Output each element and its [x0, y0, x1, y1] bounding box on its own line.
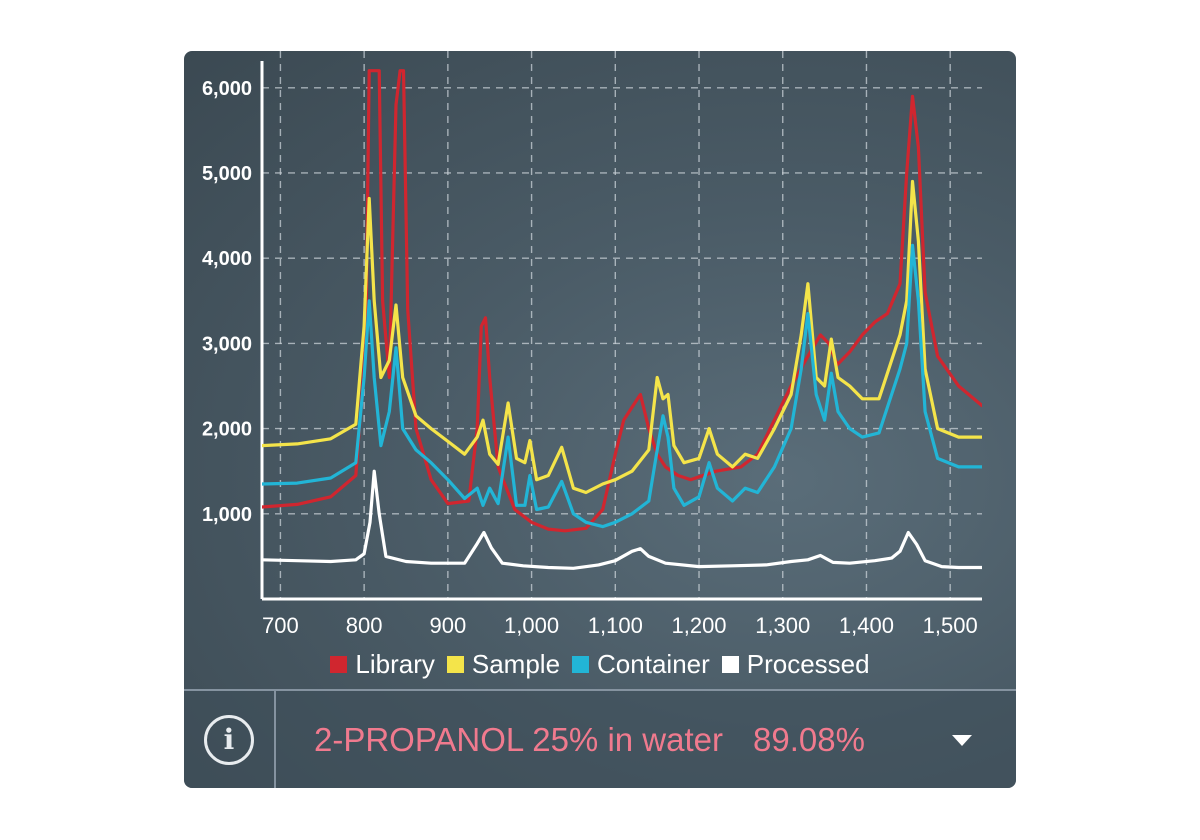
- info-icon[interactable]: i: [204, 714, 254, 765]
- x-tick-label: 1,200: [671, 613, 726, 638]
- legend-item-library: Library: [330, 648, 435, 680]
- x-tick-label: 1,100: [588, 613, 643, 638]
- x-tick-label: 700: [262, 613, 299, 638]
- legend-label: Processed: [746, 648, 870, 679]
- series-line-sample: [262, 179, 982, 495]
- series-line-container: [262, 243, 982, 529]
- result-substance-name: 2-PROPANOL 25% in water: [314, 720, 723, 758]
- axis-layer: [260, 61, 982, 601]
- result-bar[interactable]: i 2-PROPANOL 25% in water 89.08%: [184, 689, 1016, 788]
- x-tick-label: 900: [430, 613, 467, 638]
- result-match-score: 89.08%: [753, 720, 865, 758]
- x-tick-label: 800: [346, 613, 383, 638]
- y-tick-label: 4,000: [202, 248, 252, 270]
- legend-swatch: [572, 655, 590, 673]
- chevron-down-icon[interactable]: [952, 734, 972, 746]
- legend-item-container: Container: [572, 649, 710, 680]
- y-tick-label: 3,000: [202, 333, 252, 355]
- x-tick-label: 1,400: [839, 613, 894, 638]
- legend-label: Library: [355, 648, 435, 679]
- y-tick-label: 5,000: [202, 163, 252, 185]
- legend-label: Sample: [471, 648, 561, 679]
- result-selector[interactable]: 2-PROPANOL 25% in water 89.08%: [276, 691, 1016, 788]
- spectrum-chart-svg: 1,000 2,000 3,000 4,000 5,000 6,000 700 800 900 1…: [202, 51, 982, 638]
- series-layer: [262, 69, 982, 570]
- legend-item-processed: Processed: [721, 648, 870, 680]
- y-tick-label: 6,000: [202, 78, 252, 100]
- tick-label-layer: 1,000 2,000 3,000 4,000 5,000 6,000 700 800 900 1…: [202, 78, 978, 638]
- y-tick-label: 2,000: [202, 419, 252, 441]
- legend-label: Container: [597, 648, 710, 679]
- y-tick-label: 1,000: [202, 504, 252, 526]
- legend-swatch: [330, 655, 348, 673]
- chart-legend: Library Sample Container Processed: [184, 647, 1016, 681]
- series-line-processed: [262, 469, 982, 570]
- legend-item-sample: Sample: [446, 648, 561, 680]
- spectrum-panel: 1,000 2,000 3,000 4,000 5,000 6,000 700 800 900 1…: [184, 51, 1016, 788]
- series-line-library: [262, 69, 982, 533]
- x-tick-label: 1,300: [755, 613, 810, 638]
- x-tick-label: 1,500: [923, 613, 978, 638]
- legend-swatch: [721, 655, 739, 673]
- legend-swatch: [446, 655, 464, 673]
- info-button[interactable]: i: [184, 691, 276, 788]
- spectrum-chart: 1,000 2,000 3,000 4,000 5,000 6,000 700 800 900 1…: [184, 51, 1016, 689]
- x-tick-label: 1,000: [504, 613, 559, 638]
